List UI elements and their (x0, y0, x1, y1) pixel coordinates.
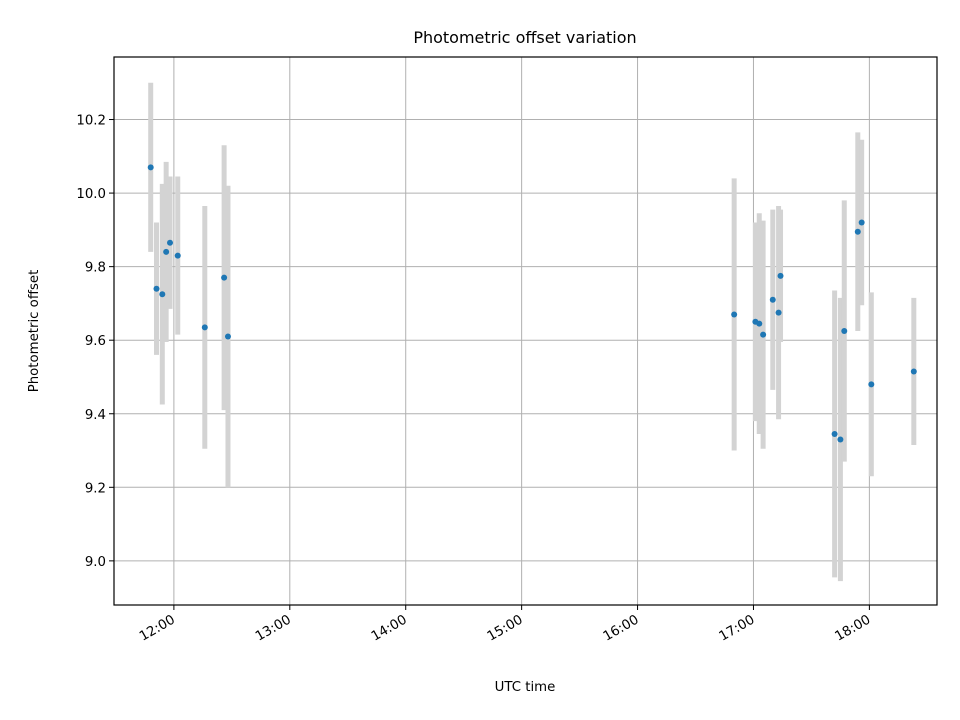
data-point (910, 368, 917, 375)
data-point (831, 430, 838, 437)
data-point (174, 252, 181, 259)
data-point (756, 320, 763, 327)
y-tick-label: 9.6 (85, 334, 106, 349)
y-tick-label: 9.2 (85, 481, 106, 496)
y-tick-label: 10.2 (76, 114, 106, 129)
y-tick-label: 10.0 (76, 187, 106, 202)
y-tick-label: 9.8 (85, 261, 106, 276)
data-point (159, 291, 166, 298)
data-point (221, 274, 228, 281)
data-point (854, 228, 861, 235)
chart-title: Photometric offset variation (413, 28, 636, 47)
data-point (858, 219, 865, 226)
point-layer (147, 164, 917, 443)
plot-frame (113, 56, 938, 606)
data-point (868, 381, 875, 388)
data-point (167, 239, 174, 246)
data-point (841, 328, 848, 334)
data-point (147, 164, 154, 171)
y-tick-label: 9.4 (85, 408, 106, 423)
data-point (777, 272, 784, 279)
x-axis-title: UTC time (495, 680, 556, 695)
data-point (201, 324, 208, 331)
data-point (163, 248, 170, 255)
data-point (775, 309, 782, 316)
data-point (837, 436, 844, 443)
data-point (224, 333, 231, 340)
data-point (731, 311, 738, 318)
y-axis-title: Photometric offset (27, 270, 42, 393)
data-point (769, 296, 776, 303)
data-point (153, 285, 160, 292)
y-tick-label: 9.0 (85, 555, 106, 570)
data-point (760, 331, 767, 338)
